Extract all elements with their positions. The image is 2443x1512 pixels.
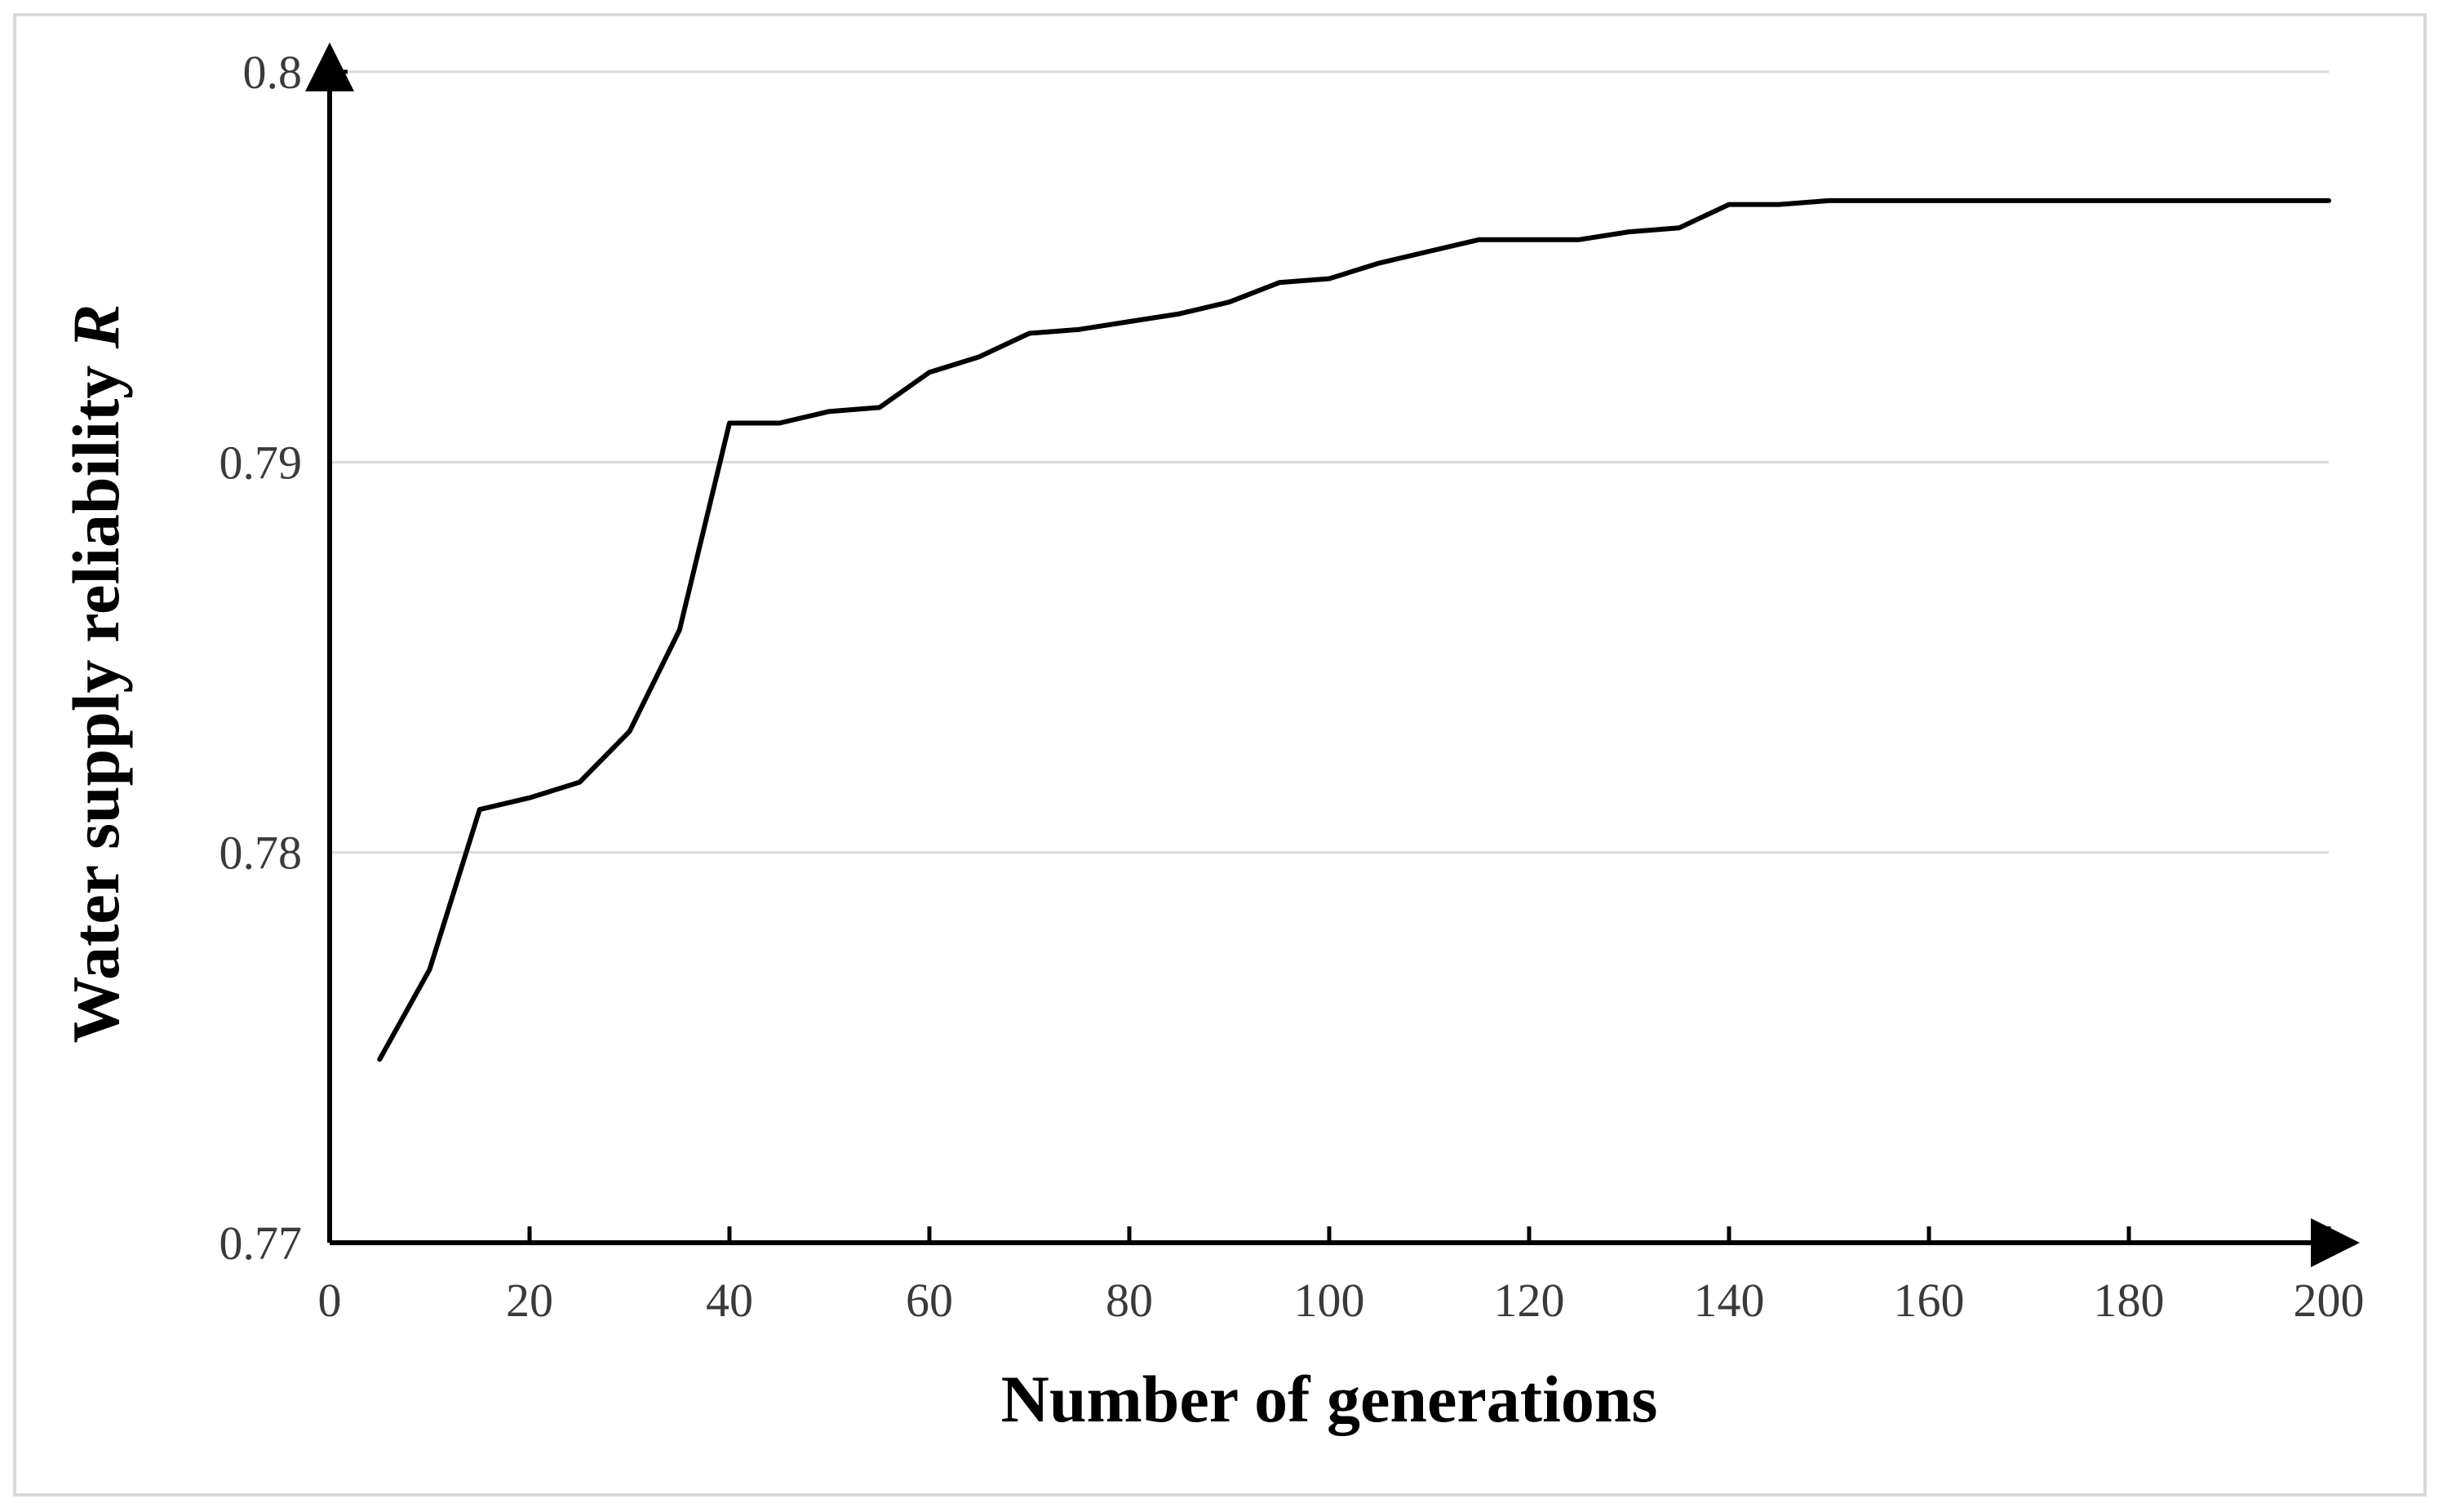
y-tick-label-0: 0.77 (219, 1217, 303, 1270)
x-tick-label-6: 120 (1494, 1274, 1565, 1327)
x-tick-label-9: 180 (2094, 1274, 2165, 1327)
y-tick-labels: 0.77 0.78 0.79 0.8 (219, 46, 303, 1270)
x-tick-labels: 0 20 40 60 80 100 120 140 160 180 200 (318, 1274, 2365, 1327)
x-tick-label-10: 200 (2294, 1274, 2365, 1327)
chart-frame (13, 13, 2427, 1496)
axes (305, 42, 2360, 1267)
x-tick-label-7: 140 (1694, 1274, 1765, 1327)
x-tick-label-8: 160 (1894, 1274, 1965, 1327)
series-line-0 (377, 197, 2331, 1062)
x-tick-label-3: 60 (906, 1274, 953, 1327)
x-tick-label-1: 20 (506, 1274, 553, 1327)
x-axis-title: Number of generations (1001, 1362, 1658, 1436)
y-axis-title: Water supply reliability R (59, 304, 133, 1044)
x-tick-label-0: 0 (318, 1274, 342, 1327)
y-tick-label-2: 0.79 (219, 436, 303, 489)
x-tick-label-5: 100 (1294, 1274, 1365, 1327)
series-layer (377, 197, 2331, 1062)
x-tick-label-4: 80 (1106, 1274, 1153, 1327)
y-tick-label-3: 0.8 (243, 46, 303, 99)
y-axis-title-text: Water supply reliability (59, 348, 133, 1043)
x-tick-label-2: 40 (706, 1274, 753, 1327)
gridlines (330, 70, 2329, 854)
y-axis-title-variable: R (59, 304, 133, 350)
y-tick-label-1: 0.78 (219, 827, 303, 880)
